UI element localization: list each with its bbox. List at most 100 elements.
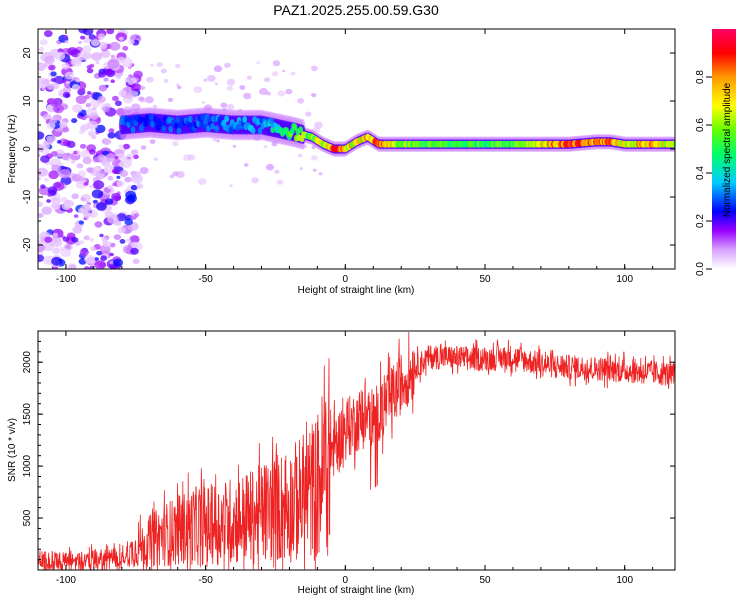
noise-speckle xyxy=(38,213,44,218)
ridge-core xyxy=(224,115,230,123)
noise-speckle xyxy=(114,156,119,160)
noise-speckle xyxy=(112,182,117,187)
noise-speckle xyxy=(40,184,46,189)
y-tick-label: 500 xyxy=(22,509,33,526)
noise-speckle xyxy=(52,232,59,237)
noise-speckle xyxy=(297,98,305,104)
y-tick-label: 2000 xyxy=(22,351,33,374)
noise-speckle xyxy=(80,35,86,40)
colorbar-tick-label: 0.2 xyxy=(695,214,706,228)
noise-speckle xyxy=(42,78,51,85)
noise-speckle xyxy=(74,214,79,218)
noise-speckle xyxy=(101,237,108,243)
noise-speckle xyxy=(94,260,107,269)
noise-speckle xyxy=(89,237,95,242)
noise-speckle xyxy=(149,139,156,145)
x-tick-label: 0 xyxy=(343,274,349,285)
noise-speckle xyxy=(38,186,50,196)
y-tick-label: -10 xyxy=(22,189,33,204)
noise-speckle xyxy=(93,166,101,172)
noise-speckle xyxy=(229,184,233,187)
noise-speckle xyxy=(87,91,92,95)
noise-speckle xyxy=(53,104,64,114)
noise-speckle xyxy=(290,71,296,76)
noise-speckle xyxy=(107,59,120,69)
noise-speckle xyxy=(79,248,89,256)
ridge-core xyxy=(235,124,241,131)
noise-speckle xyxy=(312,168,317,172)
noise-speckle xyxy=(130,247,139,255)
noise-speckle xyxy=(118,144,124,149)
noise-speckle xyxy=(131,149,136,154)
noise-speckle xyxy=(116,180,125,187)
noise-speckle xyxy=(214,82,219,86)
noise-speckle xyxy=(276,179,284,185)
noise-speckle xyxy=(84,254,96,264)
noise-speckle xyxy=(167,97,174,102)
x-tick-label: 50 xyxy=(479,575,491,586)
noise-speckle xyxy=(128,39,135,45)
noise-speckle xyxy=(64,71,75,80)
noise-speckle xyxy=(132,258,140,265)
noise-speckle xyxy=(50,158,62,168)
noise-speckle xyxy=(153,157,158,161)
noise-speckle xyxy=(38,176,41,181)
noise-speckle xyxy=(119,158,132,168)
noise-speckle xyxy=(213,65,223,73)
noise-speckle xyxy=(78,29,88,34)
ridge-core xyxy=(298,126,303,134)
colorbar-gradient xyxy=(712,29,736,269)
noise-speckle xyxy=(40,155,50,163)
noise-speckle xyxy=(72,104,83,113)
noise-speckle xyxy=(59,246,65,251)
noise-speckle xyxy=(156,62,163,67)
noise-speckle xyxy=(203,78,208,82)
noise-speckle xyxy=(66,152,71,157)
ridge-core xyxy=(200,113,206,121)
noise-speckle xyxy=(107,132,116,139)
noise-speckle xyxy=(42,113,52,121)
noise-speckle xyxy=(131,174,143,184)
noise-speckle xyxy=(198,178,207,186)
noise-speckle xyxy=(105,153,116,162)
noise-speckle xyxy=(243,92,252,100)
noise-speckle xyxy=(202,101,205,104)
noise-speckle xyxy=(86,65,92,70)
noise-speckle xyxy=(38,153,41,157)
ridge-core xyxy=(210,123,216,130)
ridge-core xyxy=(152,115,158,123)
colorbar-tick-label: 0.6 xyxy=(695,118,706,132)
noise-speckle xyxy=(54,51,66,61)
noise-speckle xyxy=(38,201,44,208)
noise-speckle xyxy=(52,247,61,255)
noise-speckle xyxy=(98,156,108,165)
ridge-core xyxy=(672,140,675,148)
noise-speckle xyxy=(251,177,259,184)
noise-speckle xyxy=(71,118,78,124)
noise-speckle xyxy=(71,193,79,200)
ridge-core xyxy=(207,115,213,123)
noise-speckle xyxy=(126,238,132,243)
spectrogram-x-axis-label: Height of straight line (km) xyxy=(298,285,415,296)
noise-speckle xyxy=(220,102,228,108)
noise-speckle xyxy=(64,40,69,44)
noise-speckle xyxy=(96,202,107,211)
noise-speckle xyxy=(83,182,89,186)
colorbar-tick-label: 0.8 xyxy=(695,70,706,84)
noise-speckle xyxy=(38,143,46,153)
snr-y-axis-label: SNR (10 * v/v) xyxy=(7,418,18,482)
noise-speckle xyxy=(174,63,181,69)
noise-speckle xyxy=(49,117,58,124)
noise-speckle xyxy=(109,185,113,189)
noise-speckle xyxy=(113,234,122,241)
noise-speckle xyxy=(99,244,111,254)
noise-speckle xyxy=(80,194,91,203)
noise-speckle xyxy=(79,125,88,132)
snr-frame xyxy=(37,330,676,571)
noise-speckle xyxy=(163,78,169,83)
noise-speckle xyxy=(95,61,100,65)
noise-speckle xyxy=(78,220,85,225)
x-tick-label: 0 xyxy=(343,575,349,586)
ridge-core xyxy=(292,123,298,131)
noise-speckle xyxy=(43,177,50,182)
